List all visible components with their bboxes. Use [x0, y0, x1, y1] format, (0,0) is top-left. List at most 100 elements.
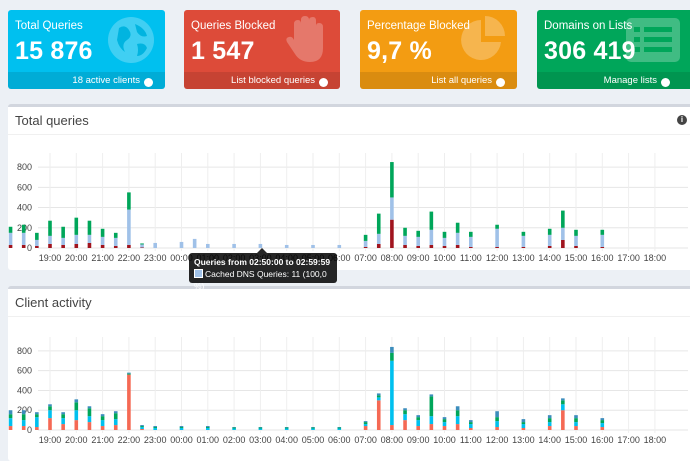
- bar-segment-other: [8, 226, 13, 233]
- bar[interactable]: [390, 346, 394, 430]
- bar[interactable]: [100, 228, 105, 248]
- bar[interactable]: [337, 244, 342, 248]
- bar[interactable]: [140, 425, 144, 430]
- bar[interactable]: [521, 419, 526, 430]
- bar[interactable]: [561, 210, 565, 248]
- bar[interactable]: [376, 213, 381, 248]
- bar[interactable]: [35, 412, 39, 430]
- bar[interactable]: [8, 410, 13, 430]
- bar[interactable]: [284, 244, 289, 248]
- card-footer-link[interactable]: List blocked queries ➔: [184, 72, 340, 89]
- bar-segment-other: [113, 232, 118, 238]
- bar[interactable]: [547, 415, 552, 430]
- bar[interactable]: [153, 242, 157, 248]
- bar[interactable]: [455, 222, 460, 248]
- bar-segment-cached: [74, 234, 79, 244]
- bar[interactable]: [100, 414, 105, 430]
- bar[interactable]: [179, 426, 184, 430]
- bar-segment-client-d: [48, 404, 52, 407]
- bar[interactable]: [442, 231, 447, 248]
- bar[interactable]: [600, 418, 605, 430]
- bar[interactable]: [140, 243, 144, 248]
- bar[interactable]: [469, 420, 473, 430]
- bar[interactable]: [442, 417, 447, 430]
- bar[interactable]: [547, 228, 552, 248]
- bar[interactable]: [258, 427, 263, 430]
- bar[interactable]: [429, 394, 434, 430]
- bar[interactable]: [416, 415, 420, 430]
- bar[interactable]: [363, 234, 368, 248]
- card-footer-link[interactable]: Manage lists ➔: [537, 72, 690, 89]
- bar[interactable]: [127, 372, 131, 430]
- bar[interactable]: [561, 398, 565, 430]
- bar[interactable]: [311, 427, 315, 430]
- bar[interactable]: [21, 410, 26, 430]
- x-tick-label: 05:00: [302, 435, 325, 445]
- bar[interactable]: [311, 244, 315, 248]
- bar[interactable]: [87, 220, 92, 248]
- bar[interactable]: [179, 241, 184, 248]
- x-tick-label: 09:00: [407, 435, 430, 445]
- bar[interactable]: [232, 427, 236, 430]
- bar-segment-client-b: [206, 428, 210, 430]
- bar[interactable]: [469, 231, 473, 248]
- bar-segment-cached: [403, 235, 407, 245]
- bar-segment-other: [87, 220, 92, 235]
- bar[interactable]: [192, 238, 197, 248]
- card-footer-link[interactable]: 18 active clients ➔: [8, 72, 165, 89]
- bar[interactable]: [376, 393, 381, 430]
- arrow-right-icon: ➔: [496, 78, 505, 87]
- bar-segment-client-b: [8, 418, 13, 427]
- bar[interactable]: [258, 243, 263, 248]
- bar[interactable]: [403, 408, 407, 430]
- bar[interactable]: [113, 232, 118, 248]
- bar[interactable]: [127, 192, 131, 248]
- bar[interactable]: [206, 243, 210, 248]
- bar[interactable]: [363, 421, 368, 430]
- bar[interactable]: [495, 411, 499, 430]
- bar-segment-client-d: [140, 425, 144, 427]
- bar-segment-client-b: [74, 410, 79, 421]
- bar[interactable]: [416, 230, 420, 248]
- bar-segment-client-b: [547, 422, 552, 427]
- bar-segment-client-c: [61, 414, 65, 419]
- tooltip-text: Cached DNS Queries: 11 (100,0 %): [194, 269, 327, 291]
- bar-segment-client-c: [127, 373, 131, 375]
- bar[interactable]: [455, 406, 460, 430]
- bar[interactable]: [35, 232, 39, 248]
- bar[interactable]: [403, 227, 407, 248]
- bar[interactable]: [600, 229, 605, 248]
- bar[interactable]: [113, 411, 118, 430]
- bar[interactable]: [232, 243, 236, 248]
- x-tick-label: 04:00: [275, 435, 298, 445]
- card-domains-on-lists: Domains on Lists 306 419 Manage lists ➔: [537, 10, 690, 89]
- bar-segment-client-b: [442, 422, 447, 427]
- bar[interactable]: [390, 162, 394, 248]
- x-tick-label: 08:00: [381, 435, 404, 445]
- bar[interactable]: [8, 226, 13, 248]
- bar-segment-client-b: [179, 428, 184, 430]
- card-footer-link[interactable]: List all queries ➔: [360, 72, 517, 89]
- bar[interactable]: [61, 412, 65, 430]
- bar[interactable]: [74, 217, 79, 248]
- bar[interactable]: [87, 406, 92, 430]
- bar[interactable]: [74, 399, 79, 430]
- x-tick-label: 12:00: [486, 253, 509, 263]
- info-icon[interactable]: i: [677, 115, 687, 125]
- bar[interactable]: [337, 427, 342, 430]
- bar[interactable]: [21, 224, 26, 248]
- bar[interactable]: [153, 426, 157, 430]
- bar[interactable]: [284, 427, 289, 430]
- bar[interactable]: [574, 229, 578, 248]
- y-tick-label: 600: [17, 182, 32, 192]
- bar[interactable]: [429, 211, 434, 248]
- bar[interactable]: [206, 426, 210, 430]
- bar[interactable]: [521, 231, 526, 248]
- bar-segment-client-c: [403, 410, 407, 415]
- bar[interactable]: [48, 220, 52, 248]
- bar[interactable]: [48, 404, 52, 430]
- bar[interactable]: [61, 226, 65, 248]
- bar-segment-client-d: [574, 415, 578, 419]
- bar[interactable]: [574, 415, 578, 430]
- bar[interactable]: [495, 224, 499, 248]
